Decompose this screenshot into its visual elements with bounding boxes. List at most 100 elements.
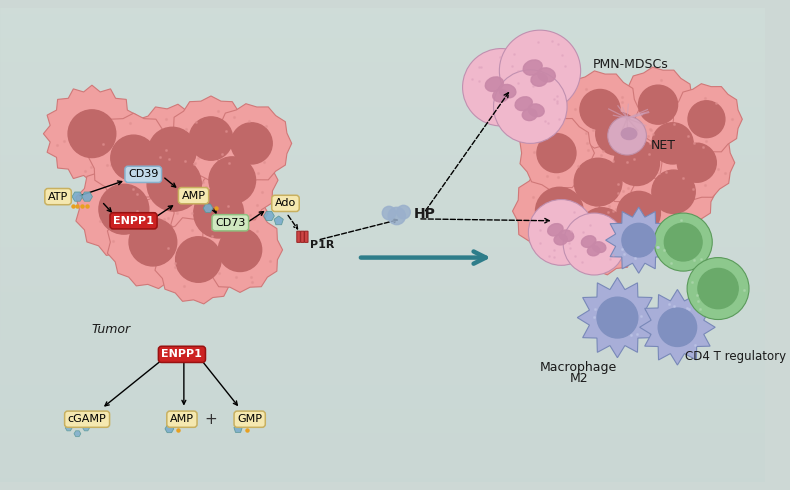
Bar: [0, 57, 765, 58]
Polygon shape: [186, 134, 278, 226]
Bar: [0, 307, 765, 308]
Bar: [0, 395, 765, 396]
Bar: [0, 159, 765, 160]
Polygon shape: [76, 160, 173, 258]
Bar: [0, 377, 765, 378]
Text: HP: HP: [414, 207, 436, 221]
Bar: [0, 367, 765, 368]
Bar: [0, 122, 765, 123]
Circle shape: [614, 140, 660, 186]
Bar: [0, 287, 765, 288]
Bar: [0, 338, 765, 339]
Bar: [0, 18, 765, 19]
Bar: [0, 132, 765, 133]
Bar: [0, 52, 765, 53]
Bar: [0, 383, 765, 384]
Text: CD4 T regulatory: CD4 T regulatory: [685, 350, 786, 363]
Text: Tumor: Tumor: [92, 323, 131, 336]
Bar: [0, 118, 765, 119]
Bar: [0, 69, 765, 70]
Bar: [0, 362, 765, 363]
Bar: [0, 412, 765, 413]
Bar: [0, 285, 765, 286]
Polygon shape: [43, 85, 141, 182]
Bar: [0, 325, 765, 326]
Ellipse shape: [485, 77, 503, 92]
Bar: [0, 58, 765, 59]
Ellipse shape: [515, 97, 532, 111]
Bar: [0, 448, 765, 449]
Bar: [0, 96, 765, 97]
Bar: [0, 320, 765, 321]
Bar: [0, 392, 765, 393]
Bar: [0, 222, 765, 223]
Bar: [0, 394, 765, 395]
Bar: [0, 65, 765, 66]
Bar: [0, 68, 765, 69]
Bar: [0, 312, 765, 313]
Bar: [0, 454, 765, 455]
Bar: [0, 144, 765, 145]
Bar: [0, 158, 765, 159]
Bar: [0, 59, 765, 60]
Bar: [0, 73, 765, 74]
Bar: [0, 314, 765, 315]
Bar: [0, 360, 765, 361]
Bar: [0, 21, 765, 22]
Bar: [0, 121, 765, 122]
Bar: [0, 232, 765, 233]
Bar: [0, 56, 765, 57]
Text: AMP: AMP: [182, 191, 205, 200]
Polygon shape: [559, 186, 647, 275]
Bar: [0, 151, 765, 152]
Bar: [0, 324, 765, 325]
Bar: [0, 93, 765, 94]
Polygon shape: [168, 96, 254, 181]
Bar: [0, 450, 765, 451]
Bar: [0, 98, 765, 99]
Bar: [0, 251, 765, 252]
Bar: [0, 89, 765, 90]
Bar: [0, 197, 765, 198]
Bar: [0, 40, 765, 41]
Bar: [0, 267, 765, 268]
Bar: [0, 168, 765, 169]
Bar: [0, 447, 765, 448]
Bar: [0, 125, 765, 126]
Bar: [0, 365, 765, 366]
Bar: [0, 271, 765, 272]
Circle shape: [563, 213, 625, 275]
Bar: [0, 200, 765, 201]
Bar: [0, 301, 765, 302]
Bar: [0, 273, 765, 274]
Bar: [0, 474, 765, 475]
Bar: [0, 311, 765, 312]
Bar: [0, 62, 765, 63]
Bar: [0, 428, 765, 429]
Bar: [0, 268, 765, 269]
Bar: [0, 119, 765, 120]
Bar: [0, 297, 765, 298]
Bar: [0, 148, 765, 149]
Bar: [0, 432, 765, 433]
Circle shape: [677, 143, 717, 182]
Bar: [0, 193, 765, 194]
Circle shape: [658, 308, 697, 346]
Bar: [0, 329, 765, 330]
Text: Ado: Ado: [275, 198, 296, 208]
Bar: [0, 79, 765, 80]
Circle shape: [638, 85, 678, 124]
Bar: [0, 35, 765, 36]
Bar: [0, 396, 765, 397]
Bar: [0, 90, 765, 91]
Bar: [0, 179, 765, 180]
Bar: [0, 352, 765, 353]
Bar: [0, 42, 765, 43]
Bar: [0, 129, 765, 130]
Bar: [0, 406, 765, 407]
Ellipse shape: [592, 242, 606, 252]
Bar: [0, 140, 765, 141]
Bar: [0, 147, 765, 148]
Bar: [0, 80, 765, 81]
Bar: [0, 249, 765, 250]
